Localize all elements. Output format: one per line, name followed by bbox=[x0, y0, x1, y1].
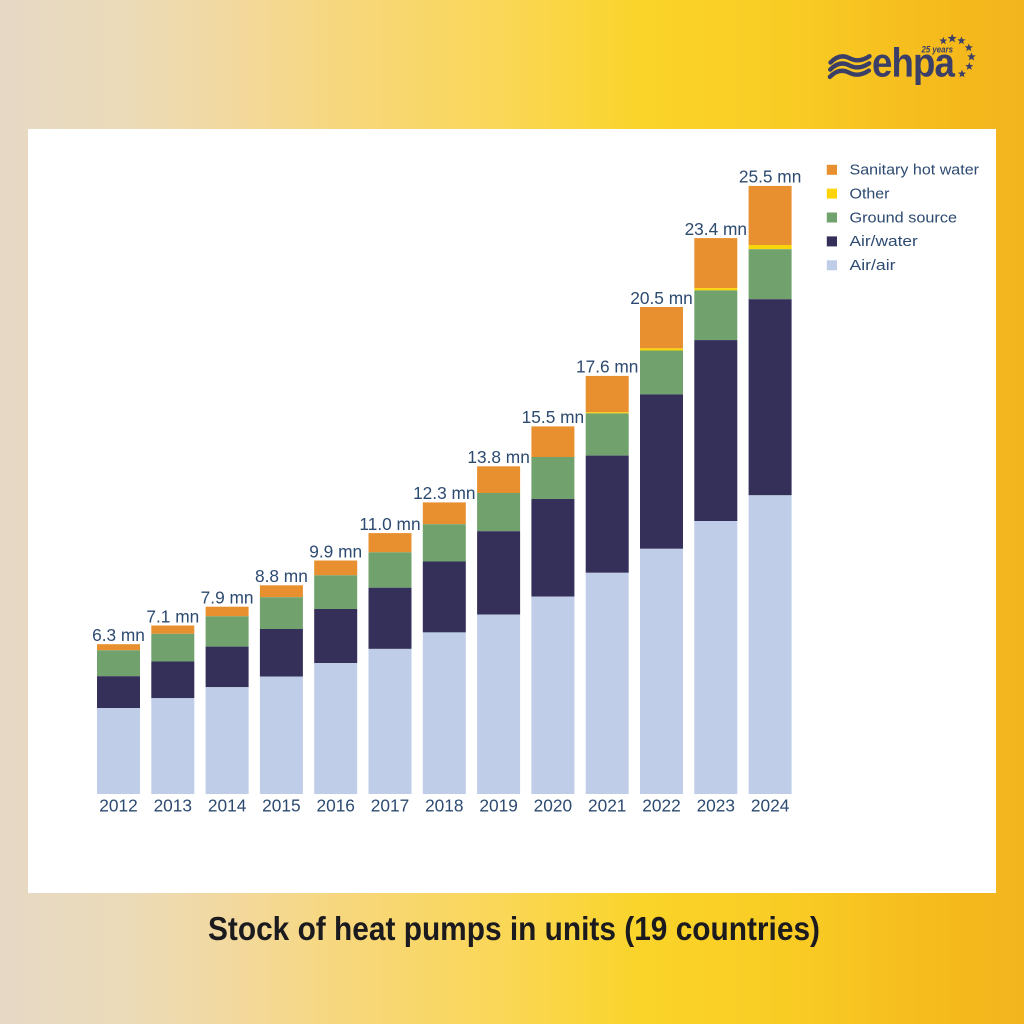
svg-text:2021: 2021 bbox=[588, 796, 626, 816]
svg-text:Air/water: Air/water bbox=[850, 233, 918, 250]
svg-text:6.3 mn: 6.3 mn bbox=[92, 625, 145, 645]
svg-text:25.5 mn: 25.5 mn bbox=[739, 167, 801, 187]
svg-text:7.9 mn: 7.9 mn bbox=[201, 588, 254, 608]
svg-text:Stock of heat pumps in units (: Stock of heat pumps in units (19 countri… bbox=[208, 910, 820, 947]
svg-text:7.1 mn: 7.1 mn bbox=[146, 606, 199, 626]
svg-text:2022: 2022 bbox=[642, 796, 680, 816]
svg-text:13.8 mn: 13.8 mn bbox=[467, 447, 529, 467]
svg-text:17.6 mn: 17.6 mn bbox=[576, 357, 638, 377]
svg-text:2017: 2017 bbox=[371, 796, 409, 816]
svg-text:25 years: 25 years bbox=[921, 45, 953, 56]
svg-text:9.9 mn: 9.9 mn bbox=[309, 541, 362, 561]
svg-text:2013: 2013 bbox=[154, 796, 192, 816]
svg-text:2018: 2018 bbox=[425, 796, 463, 816]
svg-text:15.5 mn: 15.5 mn bbox=[522, 407, 584, 427]
svg-text:2019: 2019 bbox=[479, 796, 517, 816]
svg-text:2023: 2023 bbox=[697, 796, 735, 816]
svg-text:2016: 2016 bbox=[316, 796, 354, 816]
svg-text:23.4 mn: 23.4 mn bbox=[685, 219, 747, 239]
svg-text:Ground source: Ground source bbox=[850, 209, 958, 226]
svg-text:12.3 mn: 12.3 mn bbox=[413, 483, 475, 503]
svg-text:8.8 mn: 8.8 mn bbox=[255, 566, 308, 586]
svg-text:11.0 mn: 11.0 mn bbox=[359, 514, 420, 534]
svg-text:2020: 2020 bbox=[534, 796, 572, 816]
svg-text:Sanitary hot water: Sanitary hot water bbox=[850, 161, 980, 178]
svg-text:2012: 2012 bbox=[99, 796, 137, 816]
svg-text:ehpa: ehpa bbox=[872, 40, 956, 86]
svg-text:20.5 mn: 20.5 mn bbox=[630, 288, 692, 308]
svg-text:2024: 2024 bbox=[751, 796, 790, 816]
svg-text:Air/air: Air/air bbox=[850, 257, 896, 274]
svg-text:2015: 2015 bbox=[262, 796, 300, 816]
svg-text:2014: 2014 bbox=[208, 796, 247, 816]
svg-text:Other: Other bbox=[850, 185, 890, 202]
